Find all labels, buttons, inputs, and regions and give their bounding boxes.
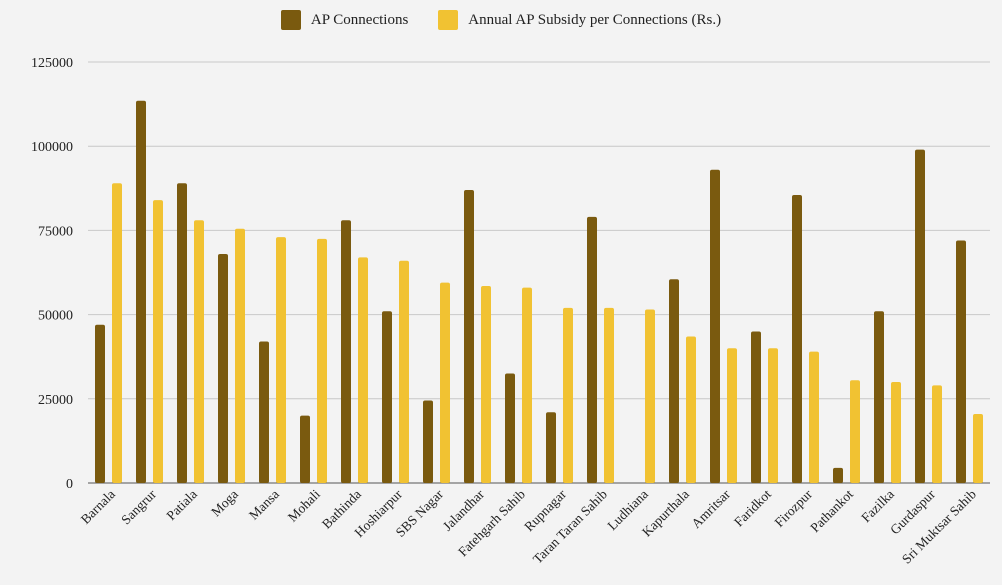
y-tick-label: 100000 [31,140,73,155]
bar-ap-connections [710,169,720,483]
bar-ap-connections [505,373,515,483]
x-tick-label: Amritsar [688,486,733,531]
legend-swatch-annual-subsidy [438,10,459,30]
legend-label-annual-subsidy: Annual AP Subsidy per Connections (Rs.) [468,11,722,28]
bar-annual-subsidy [235,228,245,483]
bar-annual-subsidy [358,257,368,483]
bar-ap-connections [751,331,761,483]
legend-item-ap-connections: AP Connections [280,10,409,30]
bar-ap-connections [956,240,966,483]
x-tick-label: Pathankot [807,486,856,535]
legend-swatch-ap-connections [280,10,301,30]
x-tick-label: Mansa [246,487,282,523]
legend-item-annual-subsidy: Annual AP Subsidy per Connections (Rs.) [438,10,721,30]
bar-ap-connections [915,149,925,483]
bar-annual-subsidy [522,287,532,483]
bar-annual-subsidy [973,413,983,483]
legend: AP Connections Annual AP Subsidy per Con… [0,10,1002,30]
x-tick-label: Sri Muktsar Sahib [899,486,979,566]
x-tick-label: Patiala [163,487,200,524]
x-tick-label: Faridkot [731,486,774,529]
bar-annual-subsidy [727,348,737,483]
bar-annual-subsidy [891,381,901,483]
bar-annual-subsidy [112,183,122,484]
x-tick-label: Fazilka [858,487,897,526]
bar-annual-subsidy [850,380,860,483]
bar-ap-connections [587,216,597,484]
y-tick-label: 75000 [38,224,73,239]
bar-ap-connections [300,415,310,483]
y-tick-label: 25000 [38,393,73,408]
bar-ap-connections [177,183,187,484]
x-tick-label: Sangrur [118,486,159,527]
x-tick-label: Taran Taran Sahib [530,486,610,566]
bar-annual-subsidy [809,351,819,483]
bar-annual-subsidy [481,285,491,483]
bar-ap-connections [218,253,228,483]
bar-ap-connections [546,412,556,483]
bar-ap-connections [259,341,269,483]
bar-ap-connections [382,311,392,483]
bar-annual-subsidy [153,200,163,483]
bar-annual-subsidy [399,260,409,483]
legend-label-ap-connections: AP Connections [310,11,409,28]
bar-annual-subsidy [768,348,778,483]
x-tick-label: Barnala [78,487,118,527]
y-tick-label: 50000 [38,309,73,324]
bar-annual-subsidy [276,237,286,483]
bar-annual-subsidy [317,238,327,483]
y-tick-label: 0 [66,477,73,492]
bar-annual-subsidy [645,309,655,483]
x-tick-label: Moga [208,487,241,520]
bar-annual-subsidy [440,282,450,483]
bar-ap-connections [341,220,351,483]
x-tick-label: Mohali [285,486,323,524]
bar-annual-subsidy [932,385,942,483]
bar-ap-connections [833,467,843,483]
y-tick-label: 125000 [31,56,73,71]
bar-annual-subsidy [686,336,696,483]
bar-annual-subsidy [563,307,573,483]
bar-ap-connections [464,189,474,483]
bar-ap-connections [423,400,433,483]
bar-annual-subsidy [604,307,614,483]
bar-ap-connections [874,311,884,483]
bar-ap-connections [792,195,802,483]
bar-ap-connections [669,279,679,483]
bar-ap-connections [95,324,105,483]
bar-ap-connections [136,100,146,484]
bar-annual-subsidy [194,220,204,483]
